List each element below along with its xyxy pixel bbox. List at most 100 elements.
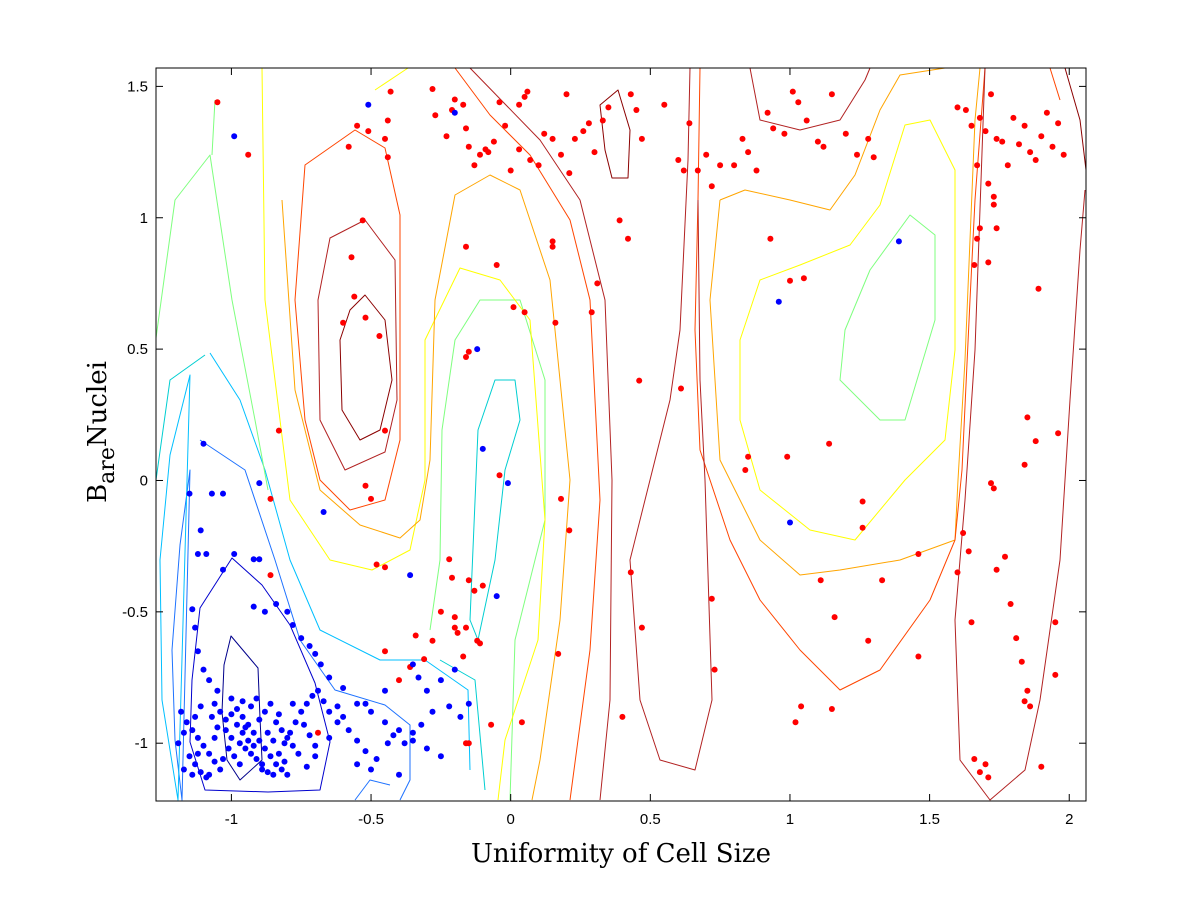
data-point [382, 135, 388, 142]
data-point [971, 756, 978, 762]
data-point [982, 761, 989, 768]
data-point [306, 643, 313, 649]
data-point [795, 99, 802, 106]
data-point [566, 527, 573, 534]
data-point [787, 277, 793, 284]
data-point [351, 293, 358, 300]
data-point [1018, 658, 1025, 665]
data-point [988, 91, 994, 98]
data-point [605, 104, 612, 111]
data-point [985, 180, 992, 187]
data-point [675, 157, 682, 163]
data-point [915, 653, 922, 660]
data-point [831, 614, 838, 621]
data-point [373, 561, 380, 568]
data-point [289, 742, 296, 749]
data-point [275, 711, 282, 718]
data-point [189, 771, 196, 778]
data-point [278, 727, 285, 734]
data-point [566, 170, 573, 177]
data-point [267, 753, 274, 760]
data-point [326, 734, 333, 741]
data-point [580, 128, 587, 135]
data-point [552, 319, 559, 326]
data-point [588, 309, 595, 316]
data-point [211, 700, 218, 707]
data-point [228, 695, 235, 702]
data-point [446, 703, 453, 710]
data-point [407, 572, 414, 579]
data-point [731, 162, 738, 169]
data-point [284, 608, 291, 615]
data-point [348, 254, 355, 261]
data-point [382, 427, 388, 434]
data-point [854, 151, 860, 158]
data-point [507, 167, 514, 174]
data-point [200, 742, 207, 749]
data-point [429, 708, 436, 715]
data-point [976, 769, 983, 776]
data-point [510, 304, 517, 311]
contour-line [155, 354, 521, 791]
data-point [1055, 430, 1062, 437]
data-point [334, 703, 341, 710]
data-point [211, 734, 218, 741]
data-point [261, 608, 268, 615]
data-point [197, 769, 204, 776]
data-point [180, 729, 187, 736]
data-point [345, 143, 352, 150]
data-point [1032, 157, 1039, 163]
data-point [549, 238, 556, 245]
data-point [175, 740, 182, 747]
data-point [261, 708, 268, 715]
data-point [993, 135, 1000, 142]
data-point [217, 766, 224, 773]
data-point [267, 572, 274, 579]
contour-line [281, 67, 981, 801]
data-point [203, 551, 210, 557]
data-point [502, 122, 509, 129]
data-point [463, 740, 469, 747]
data-point [764, 109, 771, 116]
data-point [541, 130, 548, 137]
data-point [409, 729, 416, 736]
data-point [354, 700, 361, 707]
data-point [373, 756, 380, 762]
data-point [485, 149, 492, 156]
data-point [362, 482, 369, 489]
data-point [362, 700, 369, 707]
data-point [789, 88, 796, 95]
data-point [446, 556, 453, 563]
data-point [253, 756, 260, 762]
data-point [974, 235, 981, 242]
data-point [471, 587, 478, 594]
data-point [208, 490, 215, 497]
data-point [289, 622, 296, 628]
data-point [365, 101, 372, 108]
data-point [1027, 149, 1034, 156]
data-point [295, 750, 302, 757]
data-point [479, 445, 486, 452]
data-point [661, 101, 668, 108]
data-point [1055, 120, 1062, 127]
data-point [1038, 133, 1045, 140]
plot-frame [155, 67, 1087, 802]
contour-line [317, 67, 1086, 801]
data-point [340, 319, 347, 326]
data-point [315, 687, 321, 694]
data-point [320, 698, 327, 705]
data-point [273, 601, 280, 607]
data-point [443, 133, 450, 140]
data-point [437, 753, 444, 760]
data-point [217, 708, 224, 715]
data-point [792, 719, 799, 726]
data-point [214, 99, 221, 106]
data-point [365, 128, 372, 135]
data-point [264, 729, 271, 736]
data-point [954, 104, 961, 111]
data-point [449, 574, 455, 581]
data-point [275, 750, 282, 757]
data-point [471, 162, 478, 169]
x-tick-label: 1 [786, 811, 794, 828]
data-point [962, 107, 969, 113]
